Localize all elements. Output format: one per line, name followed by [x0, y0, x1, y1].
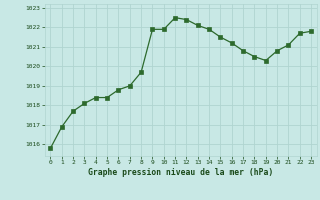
X-axis label: Graphe pression niveau de la mer (hPa): Graphe pression niveau de la mer (hPa)	[88, 168, 273, 177]
